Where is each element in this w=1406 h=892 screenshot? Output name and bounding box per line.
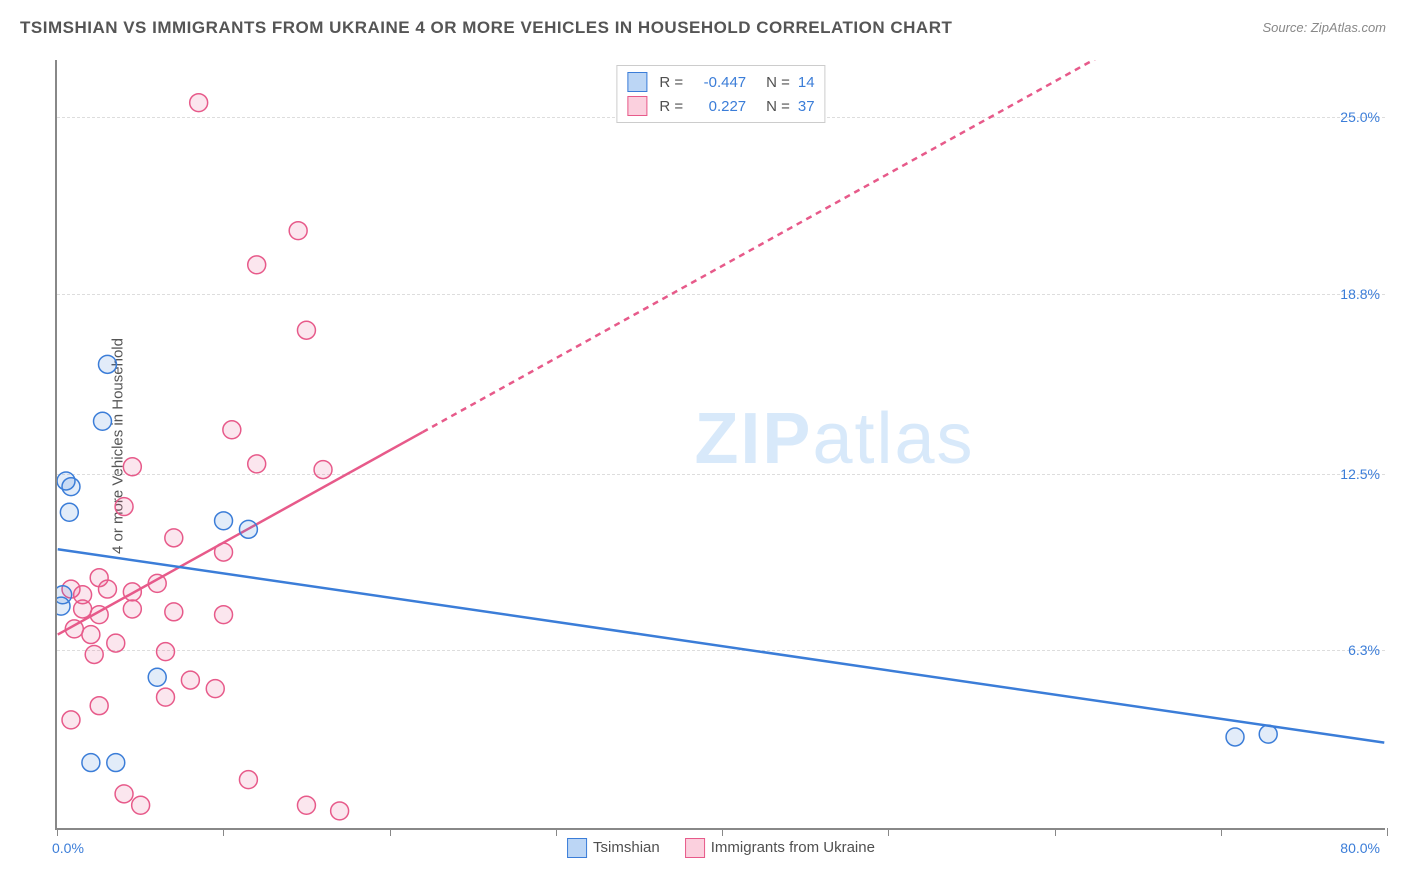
swatch-icon <box>627 72 647 92</box>
legend-row-tsimshian: R = -0.447 N = 14 <box>627 70 814 94</box>
x-tick <box>1055 828 1056 836</box>
x-tick <box>57 828 58 836</box>
x-axis-max: 80.0% <box>1340 840 1380 856</box>
r-value: 0.227 <box>691 98 746 115</box>
chart-title: TSIMSHIAN VS IMMIGRANTS FROM UKRAINE 4 O… <box>20 18 952 38</box>
x-tick <box>390 828 391 836</box>
x-tick <box>722 828 723 836</box>
chart-container: TSIMSHIAN VS IMMIGRANTS FROM UKRAINE 4 O… <box>0 0 1406 892</box>
x-tick <box>223 828 224 836</box>
swatch-icon <box>685 838 705 858</box>
x-axis-origin: 0.0% <box>52 840 84 856</box>
scatter-plot <box>57 60 1385 828</box>
series-legend: Tsimshian Immigrants from Ukraine <box>567 838 875 858</box>
x-tick <box>1221 828 1222 836</box>
n-value: 14 <box>798 74 815 91</box>
x-tick <box>556 828 557 836</box>
source-attribution: Source: ZipAtlas.com <box>1262 20 1386 35</box>
plot-area: ZIPatlas R = -0.447 N = 14 R = 0.227 N =… <box>55 60 1385 830</box>
correlation-legend: R = -0.447 N = 14 R = 0.227 N = 37 <box>616 65 825 123</box>
x-tick <box>888 828 889 836</box>
legend-item-tsimshian: Tsimshian <box>567 838 660 858</box>
r-value: -0.447 <box>691 74 746 91</box>
swatch-icon <box>567 838 587 858</box>
n-value: 37 <box>798 98 815 115</box>
x-tick <box>1387 828 1388 836</box>
legend-item-ukraine: Immigrants from Ukraine <box>685 838 875 858</box>
legend-row-ukraine: R = 0.227 N = 37 <box>627 94 814 118</box>
swatch-icon <box>627 96 647 116</box>
